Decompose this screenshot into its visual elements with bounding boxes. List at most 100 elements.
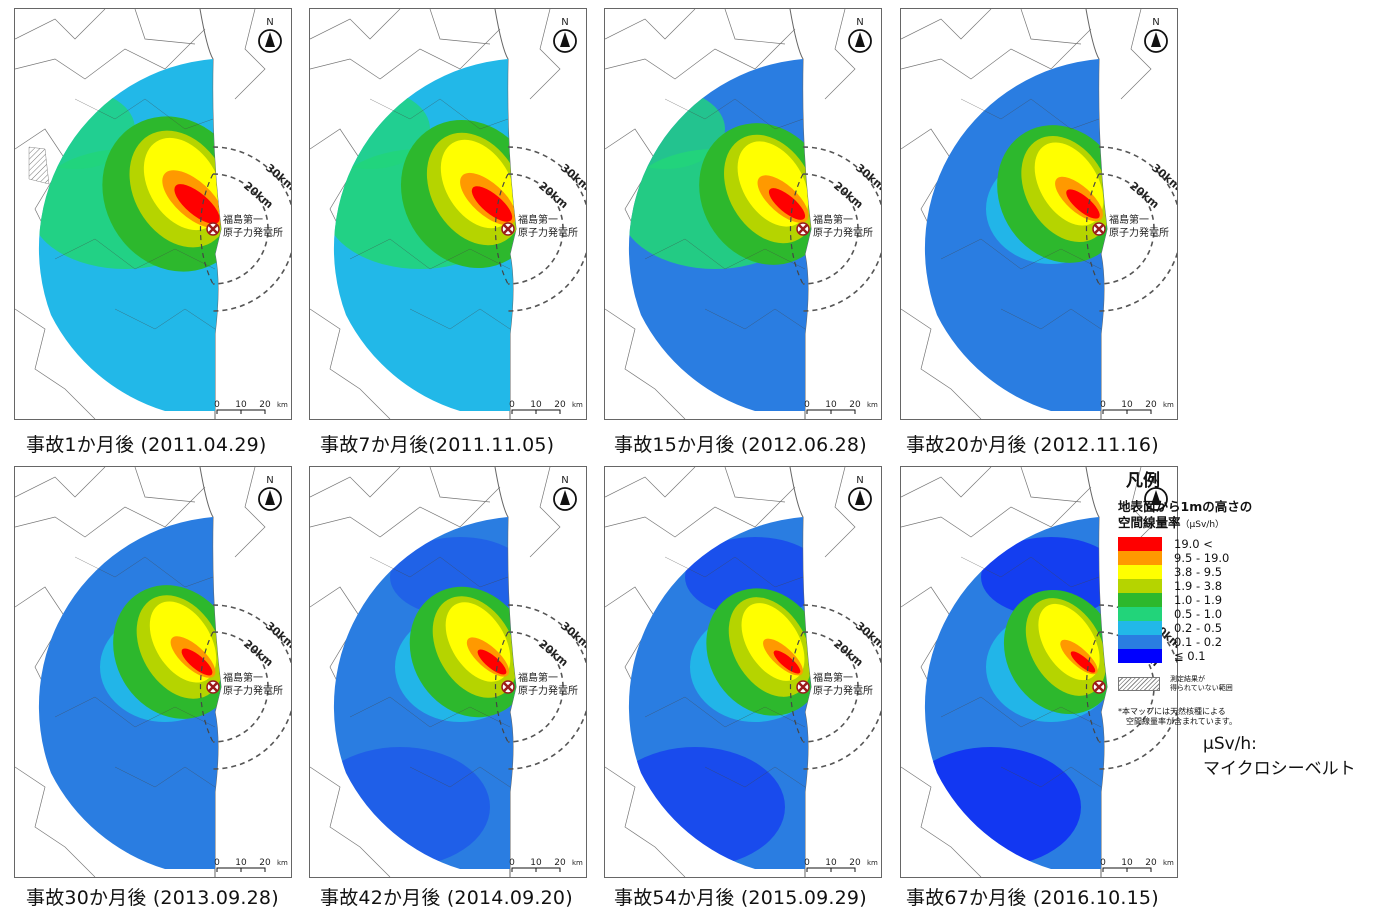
panel-caption-4: 事故20か月後 (2012.11.16) <box>906 434 1159 456</box>
scale-bar: 0 10 20 km <box>804 858 878 872</box>
dose-layer <box>333 517 516 869</box>
legend-item: 0.1 - 0.2 <box>1118 635 1298 649</box>
inner-boundaries <box>54 98 216 330</box>
legend-item: 1.9 - 3.8 <box>1118 579 1298 593</box>
ring-20km-inland <box>789 173 804 285</box>
boundary-lines <box>15 9 266 419</box>
scale-label-0: 0 <box>804 400 810 410</box>
plant-marker-icon <box>501 680 515 694</box>
inner-boundaries <box>349 556 511 788</box>
legend-hatch-line1: 測定結果が <box>1170 675 1205 683</box>
unit-note: μSv/h: マイクロシーベルト <box>1203 732 1356 782</box>
dose-zone-19 <box>1070 651 1096 673</box>
north-label: N <box>856 475 863 486</box>
dose-low-zone <box>981 537 1107 617</box>
ring-20km <box>507 631 564 743</box>
ring-20km-inland <box>789 631 804 743</box>
map-panel-7: 30km 20km 福島第一 原子力発電所 N 0 10 20 km <box>604 466 882 878</box>
scale-label-10: 10 <box>1121 858 1133 868</box>
scale-bar: 0 10 20 km <box>1100 858 1174 872</box>
legend-item: ≦ 0.1 <box>1118 649 1298 663</box>
plant-marker-icon <box>206 222 220 236</box>
plant-label-line1: 福島第一 <box>813 671 853 684</box>
ring-20km <box>1098 631 1155 743</box>
scale-label-20: 20 <box>1145 400 1157 410</box>
ring-20km <box>212 631 269 743</box>
scale-label-20: 20 <box>849 400 861 410</box>
north-arrow-icon: N <box>1144 17 1168 53</box>
north-label: N <box>856 17 863 28</box>
dose-zone-19 <box>1066 189 1100 219</box>
unit-note-line2: マイクロシーベルト <box>1203 759 1356 779</box>
dose-low-zone <box>685 537 811 617</box>
plant-marker-icon <box>796 222 810 236</box>
scale-unit: km <box>277 401 288 409</box>
north-arrow-icon: N <box>848 475 872 511</box>
legend-items: 19.0 <9.5 - 19.0 3.8 - 9.5 1.9 - 3.8 1.0 - … <box>1118 537 1298 663</box>
legend-subtitle-line1: 地表面から1mの高さの <box>1118 499 1253 514</box>
north-label: N <box>1152 17 1159 28</box>
ring-30km-label: 30km <box>853 161 881 193</box>
ring-20km-inland <box>199 173 214 285</box>
panel-caption-1: 事故1か月後 (2011.04.29) <box>26 434 267 456</box>
legend-swatch <box>1118 593 1162 607</box>
ring-20km <box>1098 173 1155 285</box>
ring-20km-label: 20km <box>1127 179 1161 211</box>
inner-boundaries <box>940 98 1102 330</box>
north-arrow-icon: N <box>553 17 577 53</box>
map-panel-6: 30km 20km 福島第一 原子力発電所 N 0 10 20 km <box>309 466 587 878</box>
plant-label-line1: 福島第一 <box>518 671 558 684</box>
inner-boundaries <box>349 98 511 330</box>
map-panel-4: 30km 20km 福島第一 原子力発電所 N 0 10 20 km <box>900 8 1178 420</box>
north-arrow-icon: N <box>258 475 282 511</box>
dose-layer <box>333 59 516 411</box>
ring-30km <box>507 604 586 770</box>
plant-marker-icon <box>796 680 810 694</box>
legend-item: 0.2 - 0.5 <box>1118 621 1298 635</box>
scale-unit: km <box>867 859 878 867</box>
legend-label: 0.2 - 0.5 <box>1174 621 1223 635</box>
plant-label-line1: 福島第一 <box>1109 213 1149 226</box>
scale-label-10: 10 <box>235 400 247 410</box>
inner-boundaries <box>644 98 806 330</box>
scale-label-0: 0 <box>1100 858 1106 868</box>
map-panel-2: 30km 20km 福島第一 原子力発電所 N 0 10 20 km <box>309 8 587 420</box>
north-label: N <box>561 475 568 486</box>
north-arrow-icon: N <box>258 17 282 53</box>
scale-bar: 0 10 20 km <box>214 858 288 872</box>
panel-caption-7: 事故54か月後 (2015.09.29) <box>614 887 867 909</box>
ring-20km <box>802 173 859 285</box>
dose-zone-19 <box>477 649 507 675</box>
legend-swatch <box>1118 621 1162 635</box>
plant-label-line2: 原子力発電所 <box>518 684 578 697</box>
ring-20km-label: 20km <box>831 637 865 669</box>
scale-label-20: 20 <box>554 858 566 868</box>
ring-20km-label: 20km <box>536 637 570 669</box>
ring-20km-label: 20km <box>536 179 570 211</box>
legend-swatch <box>1118 537 1162 551</box>
boundary-lines <box>310 467 561 877</box>
legend-swatch <box>1118 649 1162 663</box>
legend-note-line2: 空間線量率が含まれています。 <box>1126 717 1237 726</box>
legend-note-line1: *本マップには天然核種による <box>1118 707 1226 716</box>
ring-20km-label: 20km <box>831 179 865 211</box>
map-panel-8: 30km20kmN01020km <box>900 466 1178 878</box>
map-panel-3: 30km 20km 福島第一 原子力発電所 N 0 10 20 km <box>604 8 882 420</box>
ring-20km-inland <box>494 173 509 285</box>
scale-label-0: 0 <box>804 858 810 868</box>
unmeasured-area <box>28 146 50 185</box>
legend-item: 1.0 - 1.9 <box>1118 593 1298 607</box>
scale-label-0: 0 <box>214 858 220 868</box>
legend-label: 19.0 < <box>1174 537 1213 551</box>
inner-boundaries <box>940 556 1102 788</box>
scale-label-10: 10 <box>235 858 247 868</box>
scale-label-10: 10 <box>530 858 542 868</box>
legend-label: 1.0 - 1.9 <box>1174 593 1223 607</box>
scale-label-10: 10 <box>825 400 837 410</box>
ring-20km-inland <box>1085 173 1100 285</box>
ring-20km-label: 20km <box>241 637 275 669</box>
legend-note: *本マップには天然核種による 空間線量率が含まれています。 <box>1118 707 1298 727</box>
dose-layer <box>628 59 811 411</box>
